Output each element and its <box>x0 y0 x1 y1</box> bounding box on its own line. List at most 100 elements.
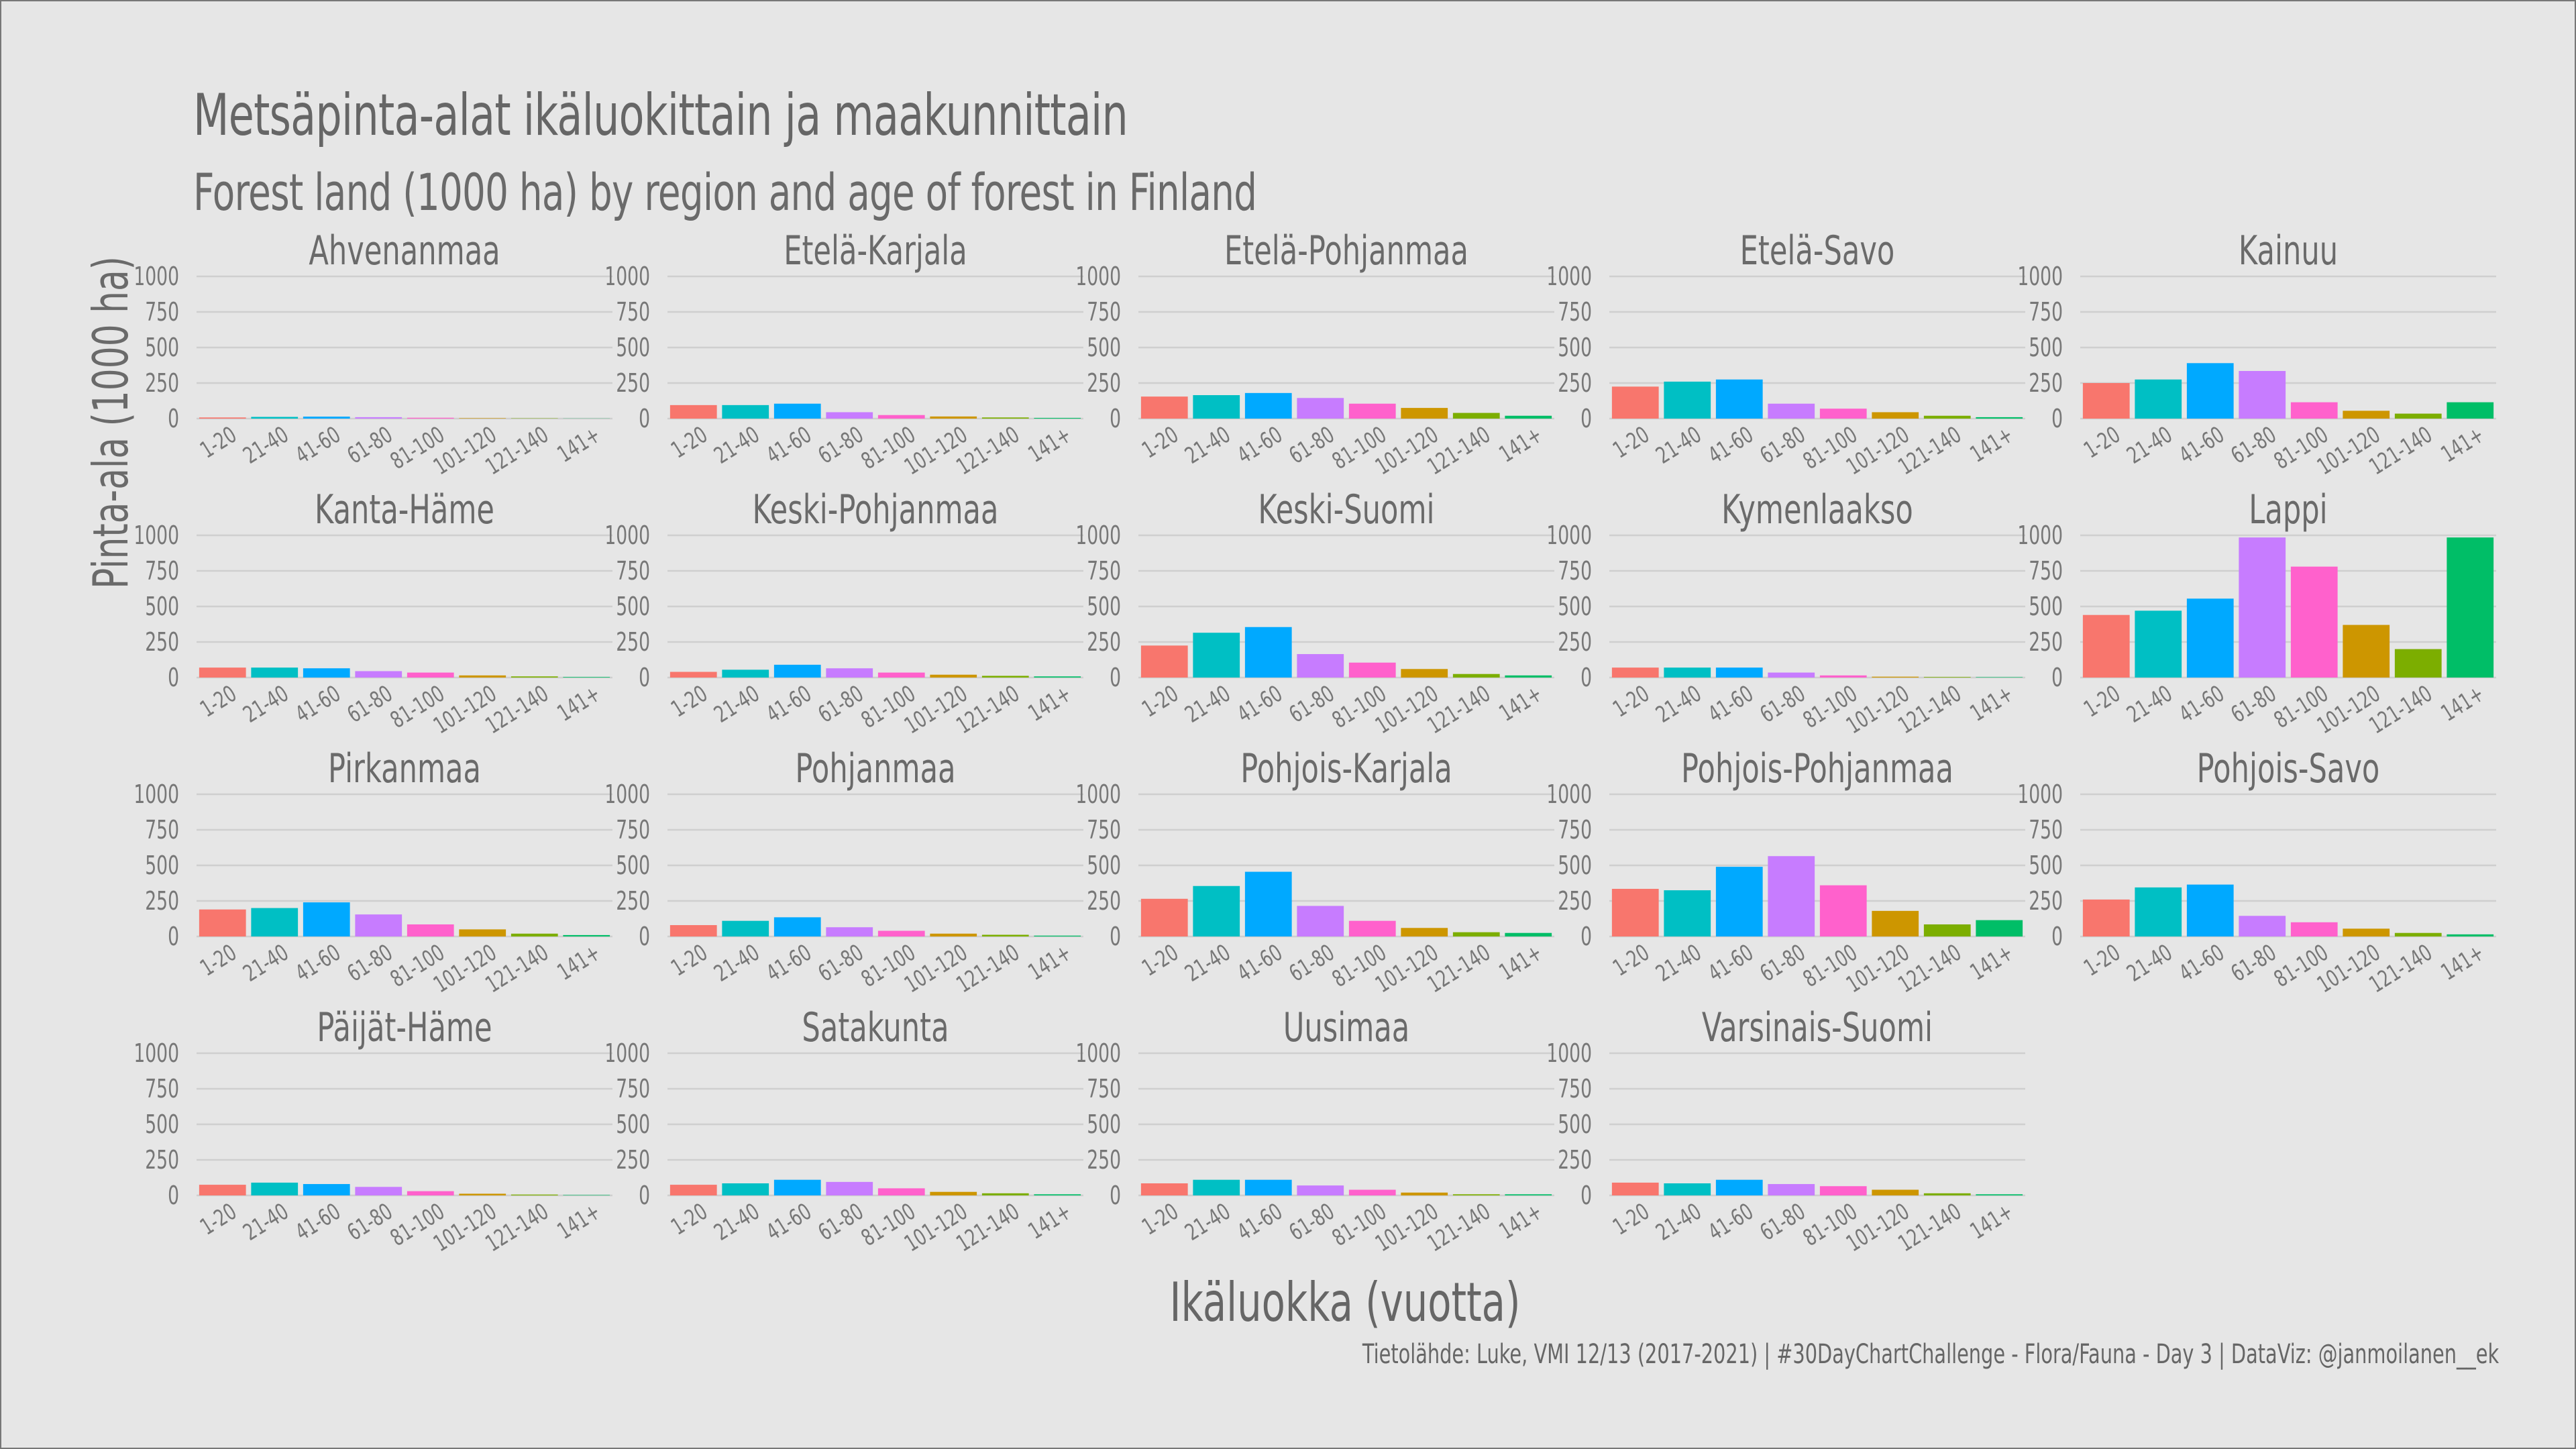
y-tick-label: 250 <box>1558 627 1592 657</box>
y-tick-label: 250 <box>616 886 650 916</box>
bar <box>1297 906 1344 936</box>
x-tick-label: 1-20 <box>196 1198 241 1240</box>
panel-title: Ahvenanmaa <box>309 227 500 274</box>
x-tick-label: 21-40 <box>239 939 293 987</box>
facet-panel: Pirkanmaa 0 250 500 750 1000 1-2021-4041-6061-… <box>133 745 612 998</box>
panel-title: Pohjois-Karjala <box>1240 745 1452 792</box>
bar <box>2135 379 2182 419</box>
bar <box>2135 887 2182 936</box>
y-tick-label: 0 <box>1580 404 1592 433</box>
bar <box>877 672 925 678</box>
bar <box>199 909 246 936</box>
x-tick-label: 1-20 <box>1138 421 1183 464</box>
facet-panel: Keski-Suomi 0 250 500 750 1000 1-2021-4041-606… <box>1075 486 1554 739</box>
x-tick-label: 141+ <box>1024 421 1076 468</box>
y-tick-label: 500 <box>145 333 179 362</box>
facet-panel: Etelä-Savo 0 250 500 750 1000 1-2021-4041-6061… <box>1546 227 2025 480</box>
bar <box>2447 537 2494 678</box>
bar <box>826 927 873 936</box>
x-tick-label: 141+ <box>1966 680 2018 727</box>
y-tick-label: 750 <box>145 815 179 845</box>
bar <box>1244 392 1292 419</box>
x-tick-label: 141+ <box>1966 1198 2018 1244</box>
bar <box>2290 402 2338 419</box>
y-tick-label: 250 <box>616 627 650 657</box>
bar <box>2343 411 2390 419</box>
x-tick-label: 21-40 <box>710 1198 764 1246</box>
x-tick-label: 61-80 <box>1285 939 1339 987</box>
bar <box>930 933 977 936</box>
bar <box>1193 1179 1240 1195</box>
facet-panel: Lappi025050075010001-2021-4041-6061-8081… <box>2017 486 2496 739</box>
x-tick-label: 61-80 <box>2226 680 2281 728</box>
panel-title: Etelä-Pohjanmaa <box>1224 227 1468 274</box>
x-axis-label: Ikäluokka (vuotta) <box>1169 1271 1521 1334</box>
y-tick-label: 500 <box>616 851 650 880</box>
y-tick-label: 0 <box>1110 922 1121 951</box>
y-tick-label: 1000 <box>1075 521 1121 550</box>
bar <box>1348 1189 1396 1195</box>
panel-title: Kymenlaakso <box>1721 486 1913 533</box>
bar <box>1505 675 1552 678</box>
x-tick-label: 61-80 <box>2226 421 2281 469</box>
x-tick-label: 141+ <box>1966 939 2018 985</box>
bar <box>826 668 873 678</box>
bar <box>303 417 350 419</box>
bar <box>1768 672 1815 678</box>
y-tick-label: 1000 <box>2017 262 2063 291</box>
bar <box>1664 381 1711 419</box>
bar <box>1401 669 1448 678</box>
x-tick-label: 141+ <box>1024 939 1076 985</box>
x-tick-label: 21-40 <box>1181 421 1235 469</box>
y-tick-label: 250 <box>145 1145 179 1175</box>
x-tick-label: 141+ <box>1024 1198 1076 1244</box>
x-tick-label: 1-20 <box>196 680 241 722</box>
y-tick-label: 500 <box>1087 851 1121 880</box>
y-tick-label: 250 <box>1087 627 1121 657</box>
x-tick-label: 61-80 <box>814 1198 868 1246</box>
bar <box>355 671 402 678</box>
bar <box>1976 677 2023 678</box>
bar <box>1244 627 1292 678</box>
bar <box>1244 871 1292 936</box>
y-tick-label: 1000 <box>133 521 179 550</box>
y-tick-label: 500 <box>145 1110 179 1139</box>
bar <box>1923 1193 1971 1195</box>
bar <box>1768 856 1815 936</box>
x-tick-label: 141+ <box>553 939 605 985</box>
x-tick-label: 21-40 <box>2123 680 2177 728</box>
bar <box>722 405 769 419</box>
y-tick-label: 0 <box>168 1181 179 1210</box>
bar <box>1819 1186 1867 1195</box>
bar <box>773 403 821 419</box>
facet-panel: Pohjois-Pohjanmaa 0 250 500 750 1000 1-2021-40… <box>1546 745 2025 998</box>
bar <box>459 418 506 419</box>
y-tick-label: 0 <box>2051 922 2063 951</box>
bar <box>1452 674 1500 678</box>
bar <box>563 934 610 936</box>
bar <box>1976 1194 2023 1195</box>
bar <box>251 908 299 936</box>
x-tick-label: 41-60 <box>1232 680 1287 728</box>
bar <box>1768 1184 1815 1195</box>
y-tick-label: 1000 <box>1075 780 1121 809</box>
x-tick-label: 41-60 <box>1232 1198 1287 1246</box>
y-tick-label: 1000 <box>1546 780 1592 809</box>
x-tick-label: 41-60 <box>761 680 816 728</box>
x-tick-label: 141+ <box>553 1198 605 1244</box>
x-tick-label: 141+ <box>2436 680 2489 727</box>
bar <box>1611 667 1659 678</box>
bar <box>722 920 769 936</box>
bar <box>826 412 873 419</box>
x-tick-label: 61-80 <box>814 680 868 728</box>
y-tick-label: 250 <box>1558 1145 1592 1175</box>
y-tick-label: 750 <box>1558 297 1592 327</box>
y-tick-label: 0 <box>639 1181 650 1210</box>
x-tick-label: 1-20 <box>1609 1198 1654 1240</box>
x-tick-label: 41-60 <box>290 421 345 469</box>
panel-title: Kainuu <box>2239 227 2338 274</box>
bar <box>981 934 1029 936</box>
bar <box>2082 614 2130 678</box>
panel-title: Pirkanmaa <box>328 745 481 792</box>
